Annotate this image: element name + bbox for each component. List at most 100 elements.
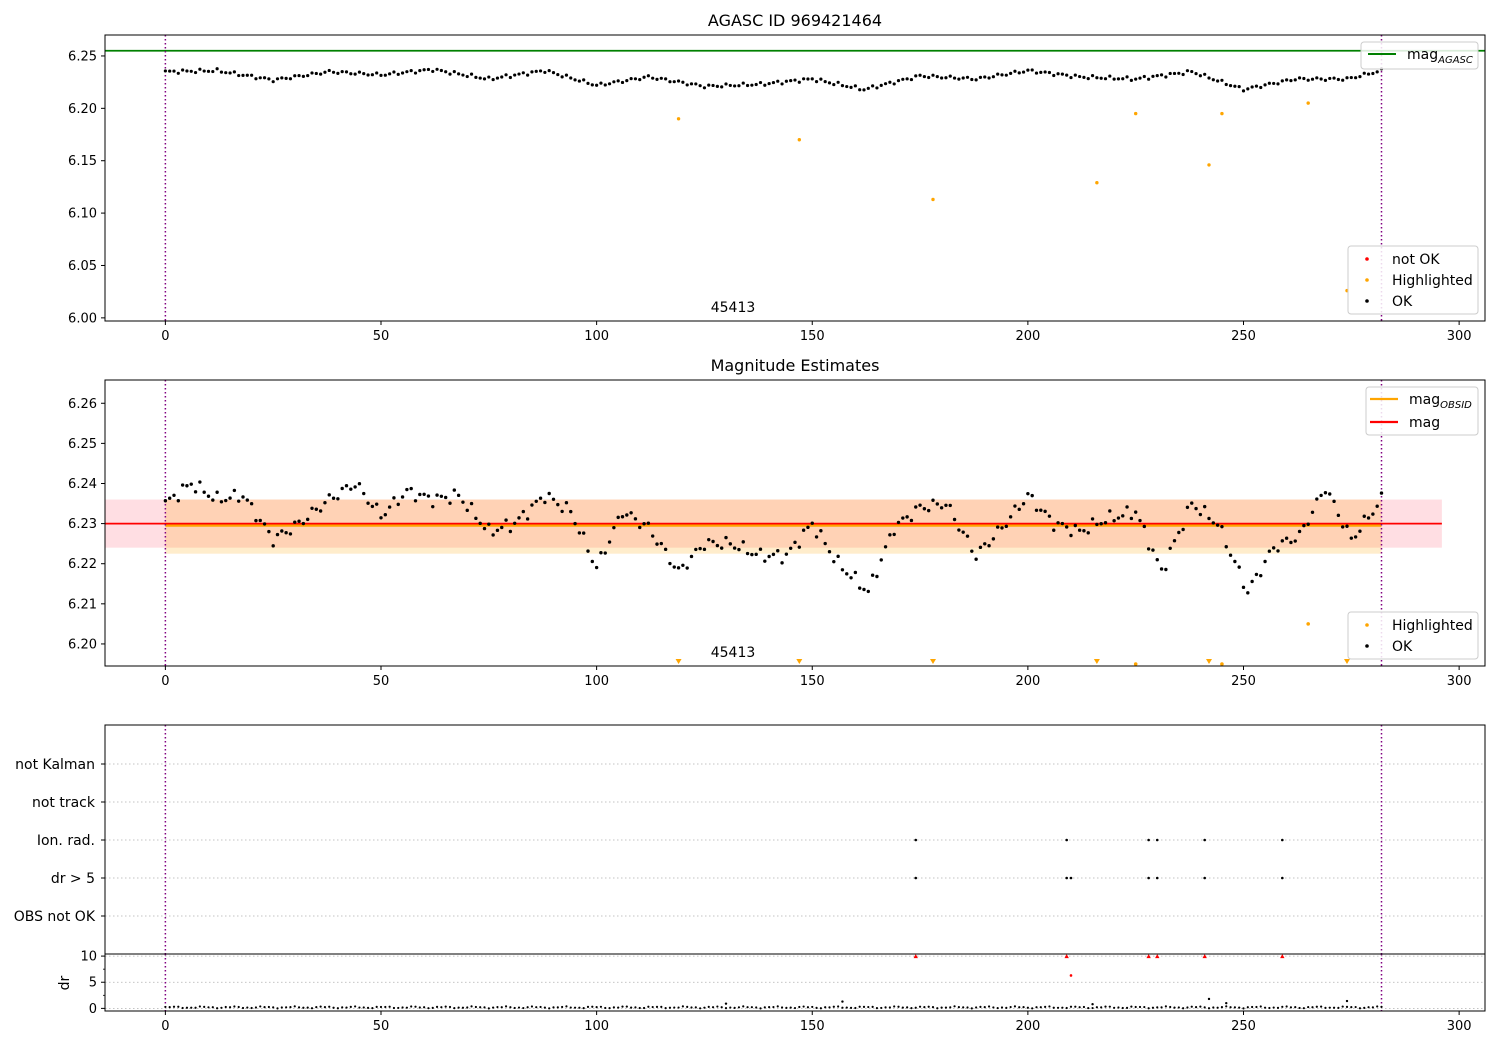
ok-point [1103, 521, 1108, 525]
dr-point [1220, 1006, 1224, 1009]
dr-point [535, 1006, 538, 1009]
dr-point [220, 1006, 223, 1009]
ok-point [715, 543, 720, 548]
ok-point [319, 72, 323, 76]
dr-point [371, 1007, 374, 1010]
ok-point [374, 502, 379, 506]
ok-point [1125, 505, 1129, 509]
dr-point [1238, 1006, 1241, 1009]
ok-point [211, 69, 215, 74]
dr-point [431, 1006, 434, 1010]
dr-point [1255, 1005, 1258, 1009]
magnitude-x-tick-label: 300 [1447, 674, 1472, 689]
dr-point [798, 1005, 801, 1009]
ok-point [694, 82, 698, 86]
ok-point [349, 72, 353, 76]
ok-point [957, 77, 961, 81]
ok-point [370, 73, 374, 77]
dr-y-tick-label: 10 [80, 950, 97, 965]
ok-point [1112, 519, 1116, 523]
ok-point [737, 547, 741, 552]
magnitude-y-tick-label: 6.23 [68, 517, 97, 532]
dr-point [211, 1006, 214, 1009]
ok-point [780, 82, 784, 86]
ok-point [1168, 546, 1172, 551]
ok-point [806, 77, 810, 81]
ok-point [1034, 508, 1039, 513]
flag-point [1147, 838, 1150, 842]
dr-point [539, 1005, 542, 1009]
ok-point [495, 528, 500, 533]
ok-point [224, 498, 228, 503]
ok-point [1215, 523, 1220, 527]
dr-point [263, 1006, 266, 1009]
ok-point [366, 501, 370, 505]
ok-point [1353, 535, 1358, 539]
ok-point [862, 587, 866, 592]
ok-point [1090, 74, 1095, 78]
dr-point [470, 1005, 473, 1008]
ok-point [275, 77, 280, 81]
ok-point [379, 516, 383, 520]
ok-point [275, 532, 280, 537]
ok-point [952, 517, 957, 522]
dr-point [1052, 1006, 1055, 1009]
ok-point [1267, 549, 1272, 553]
ok-point [439, 68, 443, 73]
dr-point [1177, 1006, 1180, 1009]
ok-point [495, 76, 500, 80]
dr-point [1302, 1007, 1305, 1010]
dr-point [1130, 1005, 1133, 1008]
legend-not-ok-label: not OK [1392, 252, 1440, 268]
ok-point [1155, 558, 1159, 562]
ok-point [927, 75, 931, 80]
flags-panel: not Kalman not track Ion. rad. dr > 5 OBS no… [14, 724, 1486, 955]
dr-point [410, 1005, 413, 1008]
dr-point [448, 1005, 452, 1009]
ok-point [789, 79, 793, 83]
ok-point [642, 521, 646, 526]
dr-point [323, 1006, 327, 1009]
ok-point [676, 79, 681, 83]
dr-point [1229, 1006, 1232, 1009]
dr-point [198, 1005, 201, 1008]
dr-point [1091, 1003, 1094, 1006]
ok-point [327, 68, 331, 73]
dr-point [487, 1007, 490, 1010]
dr-point [349, 1005, 352, 1008]
ok-point [870, 573, 875, 577]
ok-point [1047, 70, 1052, 75]
dr-point [483, 1006, 486, 1009]
ok-point [732, 546, 737, 550]
agasc-y-tick-label: 6.20 [68, 102, 97, 117]
ok-point [633, 77, 638, 81]
ok-point [685, 83, 689, 87]
ok-point [922, 74, 926, 79]
ok-point [918, 503, 922, 507]
dr-point [1147, 1007, 1150, 1010]
dr-point [1251, 1005, 1254, 1009]
ok-point [1017, 71, 1021, 75]
ok-point [366, 73, 370, 77]
ok-point [469, 72, 474, 76]
dr-point [1315, 1005, 1318, 1008]
dr-point [285, 1006, 288, 1009]
ok-point [318, 509, 323, 513]
ok-point [577, 79, 581, 83]
ok-point [1259, 85, 1263, 90]
ok-point [840, 84, 845, 88]
ok-point [1026, 68, 1030, 72]
ok-point [491, 77, 495, 82]
legend-ok-marker [1365, 644, 1369, 648]
dr-point [401, 1006, 404, 1009]
ok-point [271, 544, 275, 548]
flag-label-obs-not-ok: OBS not OK [14, 909, 96, 925]
ok-point [961, 530, 965, 534]
ok-point [1366, 516, 1371, 520]
dr-y-axis-label: dr [57, 975, 73, 990]
ok-point [776, 79, 780, 83]
ok-point [823, 541, 827, 546]
dr-point [267, 1005, 270, 1009]
ok-point [301, 74, 305, 79]
dr-point [828, 1006, 831, 1009]
